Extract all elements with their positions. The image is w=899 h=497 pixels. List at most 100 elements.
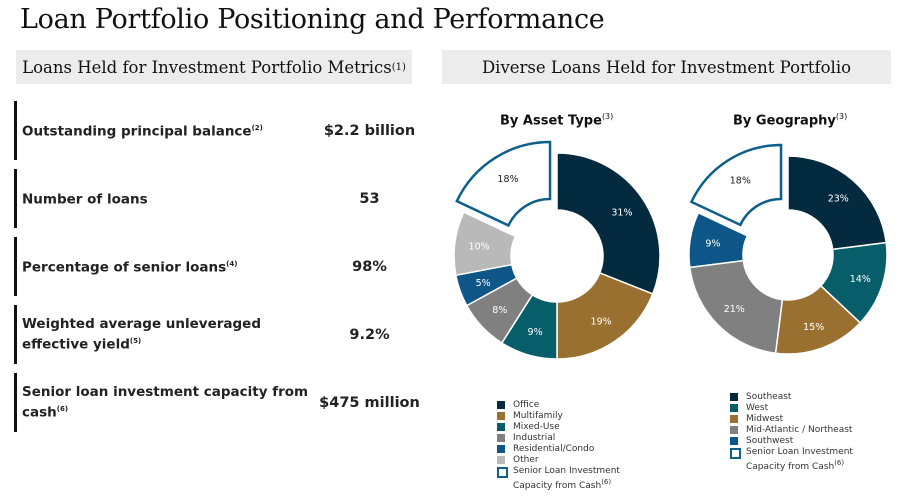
metric-value: 98%: [352, 258, 387, 275]
slice-senior-loan-investment-capacity-from-cash: [689, 143, 783, 227]
legend-swatch: [497, 456, 505, 464]
legend-swatch: [730, 426, 738, 434]
metric-label-text: Weighted average unleveraged effective y…: [22, 315, 262, 353]
metric-value: $475 million: [319, 394, 420, 411]
slice-office: [556, 152, 661, 295]
metric-label: Percentage of senior loans(4): [17, 256, 312, 277]
metric-label-text: Number of loans: [22, 191, 148, 208]
metric-senior-loans: Percentage of senior loans(4) 98%: [14, 237, 427, 296]
legend-label: Midwest: [746, 414, 784, 424]
legend-swatch: [497, 467, 508, 478]
chart-title-footnote: (3): [601, 112, 614, 121]
legend-label: West: [746, 403, 769, 413]
legend-swatch: [497, 412, 505, 420]
donut-by-asset-type: 31% 19% 9% 8% 5% 10% 18%: [453, 140, 661, 360]
slice-southeast: [787, 155, 888, 251]
metric-value: 9.2%: [349, 326, 390, 343]
legend-label: Southwest: [746, 436, 794, 446]
slice-label-southeast: 23%: [828, 193, 849, 204]
legend-item-mid-atlantic-northeast: Mid-Atlantic / Northeast: [730, 425, 858, 436]
legend-label: Multifamily: [513, 411, 563, 421]
metric-footnote: (5): [129, 336, 142, 345]
legend-swatch: [497, 423, 505, 431]
slice-label-residential-condo: 5%: [476, 278, 491, 289]
slice-southwest: [688, 211, 749, 269]
metric-label-text: Outstanding principal balance: [22, 123, 252, 140]
legend-swatch: [730, 415, 738, 423]
legend-label: Residential/Condo: [513, 444, 595, 454]
metric-label: Number of loans: [17, 188, 312, 209]
slice-label-office: 31%: [611, 207, 632, 218]
legend-footnote: (6): [601, 478, 612, 486]
asset-type-chart-title: By Asset Type(3): [500, 112, 613, 128]
legend-swatch: [497, 434, 505, 442]
legend-label: Industrial: [513, 433, 556, 443]
slice-label-midwest: 15%: [803, 322, 824, 333]
legend-item-southwest: Southwest: [730, 436, 858, 447]
asset-type-legend: Office Multifamily Mixed-Use Industrial Resi…: [497, 400, 625, 492]
slice-label-west: 14%: [850, 274, 871, 285]
legend-label: Other: [513, 455, 539, 465]
legend-item-mixed-use: Mixed-Use: [497, 422, 625, 433]
legend-label: Senior Loan Investment Capacity from Cas…: [746, 447, 853, 472]
metric-footnote: (2): [251, 124, 263, 133]
legend-label: Office: [513, 400, 540, 410]
metric-label: Senior loan investment capacity from cas…: [17, 384, 312, 422]
metrics-heading-footnote: (1): [391, 61, 406, 73]
legend-label: Mid-Atlantic / Northeast: [746, 425, 853, 435]
legend-item-midwest: Midwest: [730, 414, 858, 425]
slice-label-industrial: 8%: [492, 305, 507, 316]
slice-label-senior-loan-investment-capacity-from-cash: 18%: [730, 175, 751, 186]
metrics-heading-text: Loans Held for Investment Portfolio Metr…: [22, 57, 392, 77]
legend-footnote: (6): [834, 459, 845, 467]
metrics-panel-heading: Loans Held for Investment Portfolio Metr…: [16, 50, 412, 84]
metric-number-of-loans: Number of loans 53: [14, 169, 427, 228]
legend-swatch: [730, 404, 738, 412]
legend-label: Mixed-Use: [513, 422, 560, 432]
geography-legend: Southeast West Midwest Mid-Atlantic / North…: [730, 392, 858, 473]
chart-title-text: By Asset Type: [500, 113, 602, 129]
slice-label-other: 10%: [469, 242, 490, 253]
legend-item-residential-condo: Residential/Condo: [497, 444, 625, 455]
slice-multifamily: [556, 271, 654, 360]
slice-label-senior-loan-investment-capacity-from-cash: 18%: [497, 174, 518, 185]
metric-value: 53: [359, 190, 380, 207]
legend-item-multifamily: Multifamily: [497, 411, 625, 422]
portfolio-panel-heading: Diverse Loans Held for Investment Portfo…: [442, 50, 891, 84]
legend-item-industrial: Industrial: [497, 433, 625, 444]
metric-value: $2.2 billion: [323, 122, 416, 139]
legend-swatch: [730, 437, 738, 445]
metric-label: Outstanding principal balance(2): [17, 120, 312, 141]
metric-label-text: Senior loan investment capacity from cas…: [22, 383, 309, 421]
metric-weighted-yield: Weighted average unleveraged effective y…: [14, 305, 427, 364]
legend-item-senior-loan-investment-capacity-from-cash: Senior Loan Investment Capacity from Cas…: [497, 466, 625, 492]
legend-item-southeast: Southeast: [730, 392, 858, 403]
page-title: Loan Portfolio Positioning and Performan…: [20, 4, 605, 35]
metric-footnote: (6): [56, 404, 69, 413]
metric-label-text: Percentage of senior loans: [22, 259, 227, 276]
metric-label: Weighted average unleveraged effective y…: [17, 316, 312, 354]
legend-swatch: [497, 401, 505, 409]
legend-item-other: Other: [497, 455, 625, 466]
metric-outstanding-principal: Outstanding principal balance(2) $2.2 bi…: [14, 101, 427, 160]
slice-mid-atlantic-northeast: [688, 259, 784, 355]
legend-swatch: [730, 448, 741, 459]
geography-chart-title: By Geography(3): [733, 112, 847, 128]
slice-other: [453, 211, 517, 277]
slice-senior-loan-investment-capacity-from-cash: [455, 140, 552, 228]
donut-by-geography: 23% 14% 15% 21% 9% 18%: [688, 143, 888, 355]
chart-title-footnote: (3): [835, 112, 848, 121]
legend-item-office: Office: [497, 400, 625, 411]
portfolio-heading-text: Diverse Loans Held for Investment Portfo…: [481, 57, 852, 77]
legend-label: Senior Loan Investment Capacity from Cas…: [513, 466, 620, 491]
slice-label-mixed-use: 9%: [528, 327, 543, 338]
slice-label-multifamily: 19%: [591, 316, 612, 327]
slice-label-southwest: 9%: [705, 239, 720, 250]
legend-label: Southeast: [746, 392, 792, 402]
legend-item-west: West: [730, 403, 858, 414]
slice-label-mid-atlantic-northeast: 21%: [724, 304, 745, 315]
legend-swatch: [730, 393, 738, 401]
chart-title-text: By Geography: [733, 113, 836, 129]
legend-swatch: [497, 445, 505, 453]
